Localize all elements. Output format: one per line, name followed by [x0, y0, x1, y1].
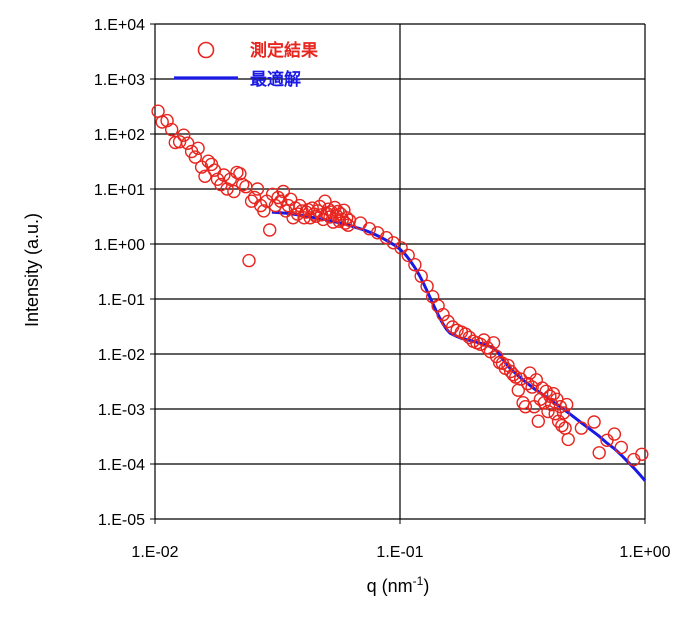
measured-point-7	[180, 136, 195, 150]
measured-point-10	[191, 141, 205, 156]
measured-point-135	[561, 432, 575, 447]
legend-measured-marker	[197, 41, 215, 59]
fit-curve	[271, 210, 647, 482]
legend-measured-label: 測定結果	[250, 40, 318, 60]
measured-point-80	[394, 241, 408, 255]
measured-point-82	[408, 258, 422, 272]
y-tick-label-3: 1.E+01	[94, 182, 145, 199]
legend-fit-label: 最適解	[250, 69, 301, 89]
y-tick-label-7: 1.E-03	[98, 402, 145, 419]
measured-point-133	[558, 421, 572, 435]
x-axis-title: q (nm-1)	[367, 574, 430, 596]
measured-point-124	[543, 389, 557, 403]
grid-lines	[155, 24, 645, 519]
x-tick-label-2: 1.E+00	[619, 544, 670, 561]
measured-point-5	[172, 135, 187, 149]
measured-point-100	[486, 336, 501, 350]
y-tick-label-6: 1.E-02	[98, 347, 145, 364]
measured-point-66	[331, 204, 345, 219]
y-tick-label-8: 1.E-04	[98, 457, 145, 474]
measured-point-9	[188, 150, 203, 164]
measured-point-120	[535, 381, 549, 395]
measured-point-21	[227, 184, 241, 199]
x-axis-title-main: q (nm	[367, 576, 413, 596]
measured-point-87	[436, 307, 450, 322]
measured-point-78	[379, 230, 394, 245]
tick-labels: 1.E+04 1.E+03 1.E+02 1.E+01 1.E+00 1.E-01 1.E-…	[94, 17, 671, 561]
measured-point-12	[198, 169, 212, 184]
measured-point-25	[239, 179, 253, 194]
measured-point-113	[521, 376, 535, 391]
measured-point-24	[235, 177, 250, 192]
measured-point-76	[362, 221, 377, 236]
y-tick-label-9: 1.E-05	[98, 512, 145, 529]
measured-point-42	[286, 211, 300, 225]
y-tick-label-1: 1.E+03	[94, 72, 145, 89]
measured-point-97	[477, 333, 491, 347]
measured-point-83	[414, 269, 428, 283]
measured-point-134	[560, 397, 574, 412]
y-axis-title: Intensity (a.u.)	[22, 213, 42, 327]
y-tick-label-2: 1.E+02	[94, 127, 145, 144]
measured-point-118	[531, 414, 545, 428]
measured-point-140	[607, 427, 622, 441]
measured-point-19	[220, 182, 234, 196]
measured-point-72	[340, 211, 354, 225]
measured-point-26	[242, 253, 256, 268]
measured-point-132	[556, 406, 571, 420]
measured-point-31	[257, 204, 271, 218]
y-tick-label-5: 1.E-01	[98, 292, 145, 309]
measured-point-6	[176, 128, 191, 142]
measured-point-81	[401, 248, 415, 263]
measured-point-141	[614, 440, 628, 455]
measured-point-71	[338, 216, 352, 230]
measured-point-29	[250, 182, 265, 196]
measured-point-92	[458, 327, 473, 341]
measured-point-130	[553, 400, 567, 414]
measured-point-137	[587, 415, 601, 429]
measured-point-143	[635, 447, 649, 461]
measured-point-70	[337, 203, 351, 218]
x-axis-title-sup: -1	[413, 574, 424, 588]
measured-point-73	[341, 218, 355, 232]
measured-point-1	[155, 115, 169, 129]
x-axis-title-close: )	[423, 576, 429, 596]
measured-point-28	[247, 190, 262, 205]
measured-point-13	[201, 154, 216, 168]
measured-point-127	[548, 407, 562, 421]
measured-point-115	[525, 380, 539, 394]
legend: 測定結果 最適解	[174, 40, 318, 89]
measured-point-110	[514, 372, 528, 386]
y-tick-label-0: 1.E+04	[94, 17, 145, 34]
series-fit-line	[271, 210, 647, 482]
x-tick-label-0: 1.E-02	[131, 544, 178, 561]
measured-point-131	[555, 418, 569, 433]
x-tick-label-1: 1.E-01	[376, 544, 423, 561]
measured-point-96	[473, 337, 488, 351]
measured-point-112	[518, 400, 533, 414]
measured-point-138	[592, 446, 606, 460]
measured-point-33	[263, 223, 277, 237]
measured-point-123	[541, 404, 555, 419]
series-measured-points	[151, 104, 649, 467]
measured-point-38	[276, 184, 290, 199]
measured-point-107	[506, 368, 520, 382]
measured-point-84	[420, 279, 434, 293]
measured-point-136	[574, 421, 589, 435]
y-tick-label-4: 1.E+00	[94, 237, 145, 254]
measured-point-3	[164, 122, 179, 137]
